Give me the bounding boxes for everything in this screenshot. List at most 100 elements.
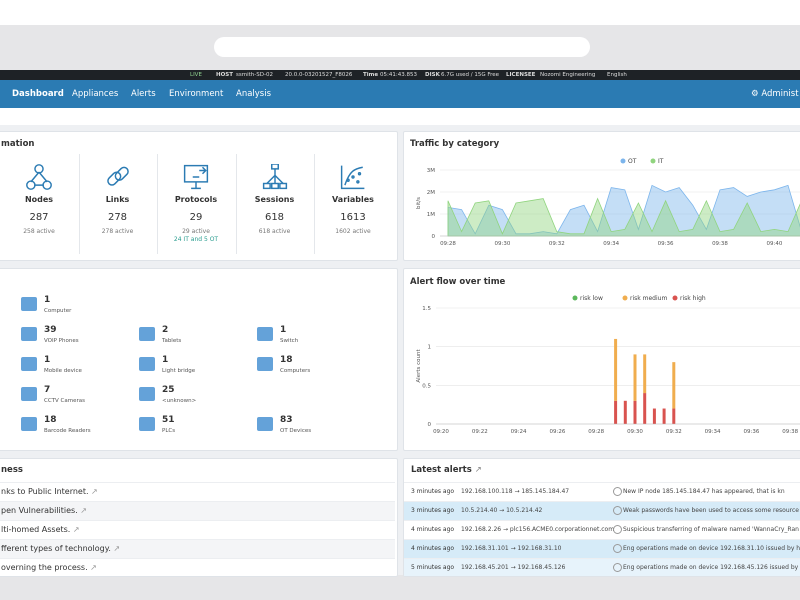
asset-count: 25: [162, 385, 175, 395]
traffic-panel: [403, 131, 800, 261]
asset-label: PLCs: [162, 428, 176, 434]
asset-label: Mobile device: [44, 368, 82, 374]
card-icon: [105, 164, 131, 190]
card-label: Nodes: [24, 195, 54, 204]
asset-label: OT Devices: [280, 428, 312, 434]
asset-icon: [257, 357, 273, 371]
asset-count: 51: [162, 415, 175, 425]
awareness-link[interactable]: overning the process. ↗: [1, 563, 97, 572]
link-icon[interactable]: ↗: [70, 525, 80, 534]
asset-label: CCTV Cameras: [44, 398, 86, 404]
link-icon[interactable]: ↗: [88, 487, 98, 496]
disk: 6.7G used / 15G Free: [441, 72, 500, 78]
label: LICENSEE: [506, 72, 536, 78]
nav-item[interactable]: Dashboard: [12, 89, 64, 99]
awareness-link[interactable]: fferent types of technology. ↗: [1, 544, 121, 553]
bottom-frame: [0, 575, 800, 600]
alert-row[interactable]: [404, 520, 800, 540]
link-icon[interactable]: ↗: [110, 544, 121, 553]
asset-label: VOIP Phones: [44, 338, 79, 344]
nav-bar: ⚙ Administ Dashboard Appliances Alerts Envi…: [0, 80, 800, 108]
asset-count: 1: [44, 355, 51, 365]
card-icon: [340, 164, 366, 190]
assets-panel: 1 Computer 39 VOIP Phones 2 Tablets 1 Switch 1 Mo…: [0, 268, 398, 451]
time: 05:41:43.853: [380, 72, 417, 78]
alert-flow-panel: [403, 268, 800, 451]
alert-time: 4 minutes ago: [411, 545, 455, 552]
alert-hosts: 192.168.100.118 → 185.145.184.47: [461, 488, 570, 495]
divider: [157, 154, 158, 254]
card-label: Links: [105, 195, 130, 204]
alert-message: New IP node 185.145.184.47 has appeared,…: [623, 488, 785, 495]
card-active: 278 active: [101, 228, 134, 235]
asset-count: 39: [44, 325, 57, 335]
card-label: Variables: [332, 195, 374, 204]
awareness-panel: ness nks to Public Internet. ↗ pen Vulner…: [0, 458, 398, 577]
asset-icon: [257, 327, 273, 341]
asset-icon: [21, 417, 37, 431]
alert-hosts: 192.168.45.201 → 192.168.45.126: [461, 564, 566, 571]
awareness-row: [0, 539, 395, 559]
awareness-link[interactable]: pen Vulnerabilities. ↗: [1, 506, 88, 515]
card-count: 29: [189, 212, 203, 223]
card-active: 1602 active: [335, 228, 371, 235]
card-count: 278: [107, 212, 128, 223]
divider: [314, 154, 315, 254]
asset-label: Computer: [44, 308, 72, 314]
host: ssmith-SD-02: [236, 72, 273, 78]
asset-icon: [21, 387, 37, 401]
card-icon: [183, 164, 209, 190]
divider: [235, 154, 237, 254]
card-count: 287: [29, 212, 49, 223]
asset-label: <unknown>: [162, 398, 197, 404]
alert-row[interactable]: [404, 558, 800, 576]
alert-time: 3 minutes ago: [411, 507, 455, 514]
alert-row[interactable]: [404, 501, 800, 521]
alert-message: Suspicious transferring of malware named…: [623, 526, 799, 533]
asset-label: Barcode Readers: [44, 428, 91, 434]
asset-count: 2: [162, 325, 169, 335]
user-menu[interactable]: ⚙ Administ: [751, 89, 799, 99]
awareness-link[interactable]: lti-homed Assets. ↗: [1, 525, 80, 534]
label: DISK: [425, 72, 440, 78]
asset-count: 18: [44, 415, 57, 425]
asset-label: Switch: [280, 338, 299, 344]
asset-label: Tablets: [162, 338, 182, 344]
asset-label: Light bridge: [162, 368, 196, 374]
nav-item[interactable]: Alerts: [131, 89, 156, 99]
nav-item[interactable]: Analysis: [236, 89, 272, 99]
card-label: Protocols: [174, 195, 218, 204]
divider: [78, 154, 80, 254]
panel-title: ness: [1, 465, 23, 475]
asset-icon: [139, 387, 155, 401]
card-count: 618: [264, 212, 285, 223]
nav-item[interactable]: Environment: [169, 89, 224, 99]
awareness-link[interactable]: nks to Public Internet. ↗: [1, 487, 98, 496]
asset-icon: [21, 327, 37, 341]
nav-item[interactable]: Appliances: [72, 89, 119, 99]
link-icon[interactable]: ↗: [87, 563, 97, 572]
asset-count: 83: [280, 415, 293, 425]
asset-icon: [139, 417, 155, 431]
link-icon[interactable]: ↗: [77, 506, 88, 515]
language[interactable]: English: [607, 72, 627, 78]
asset-count: 7: [44, 385, 51, 395]
asset-icon: [257, 417, 273, 431]
alert-row[interactable]: [404, 539, 800, 559]
alert-time: 3 minutes ago: [411, 488, 455, 495]
alert-row[interactable]: [404, 482, 800, 502]
alert-icon: [613, 525, 622, 534]
awareness-row: [0, 501, 395, 521]
panel-title: Latest alerts ↗: [411, 465, 482, 475]
panel-title: mation: [1, 139, 35, 149]
alert-message: Weak passwords have been used to access …: [623, 507, 799, 514]
user[interactable]: Administ: [761, 89, 799, 99]
card-icon: [262, 163, 288, 190]
url-bar[interactable]: [214, 37, 590, 57]
alert-message: Eng operations made on device 192.168.45…: [623, 564, 800, 571]
alert-time: 4 minutes ago: [411, 526, 455, 533]
card-active: 258 active: [23, 228, 55, 235]
asset-icon: [21, 297, 37, 311]
breadcrumb-bar: [0, 108, 800, 125]
